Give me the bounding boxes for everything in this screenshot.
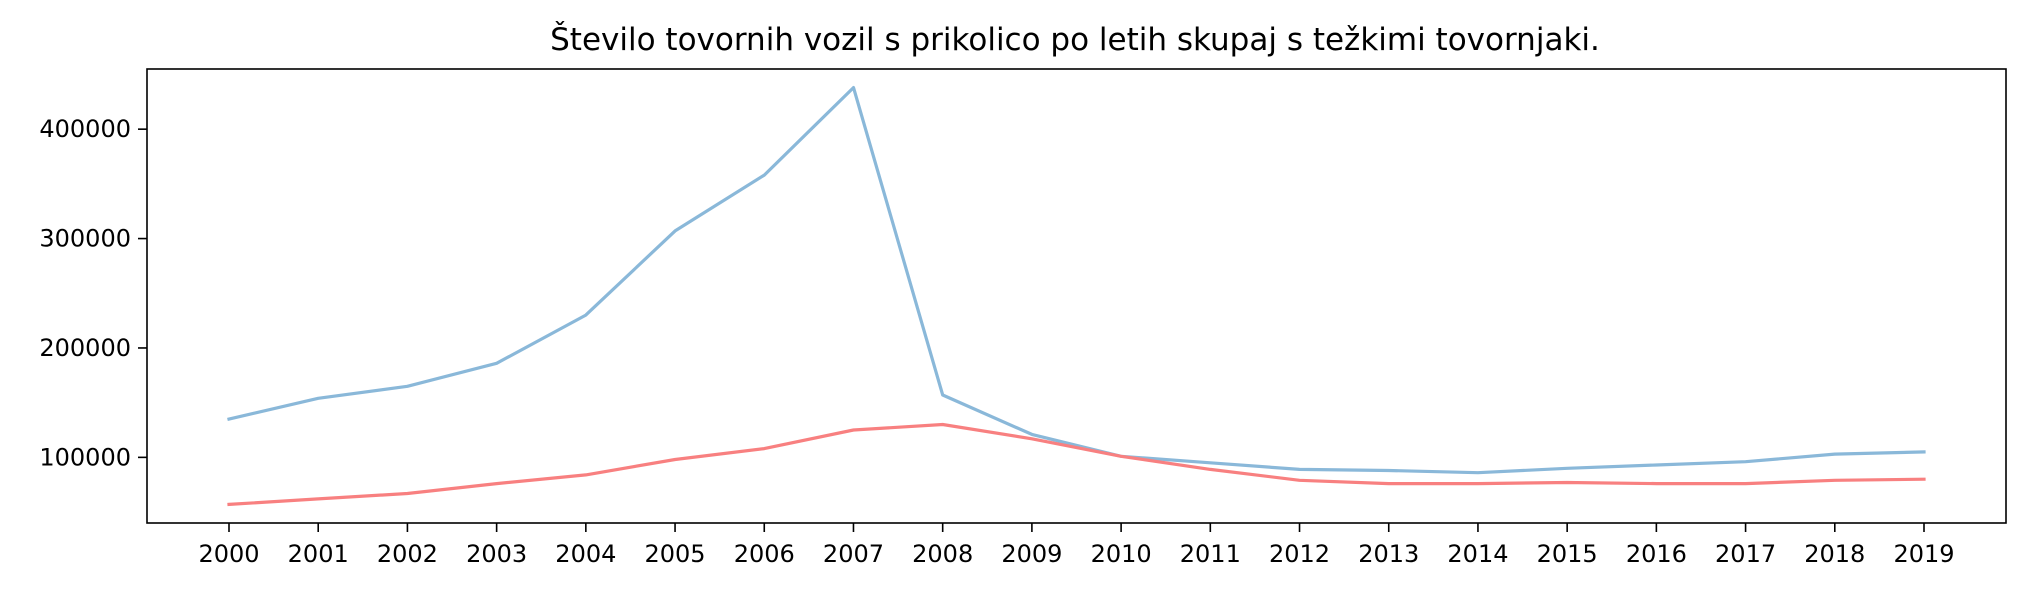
x-tick-label: 2014 (1447, 540, 1508, 568)
series-line-1 (227, 85, 1926, 475)
plot-frame (146, 68, 2007, 524)
x-tick-label: 2005 (645, 540, 706, 568)
x-tick-label: 2004 (555, 540, 616, 568)
x-tick-label: 2002 (377, 540, 438, 568)
series-layer (227, 85, 1926, 507)
y-tick-label: 100000 (39, 443, 131, 471)
y-tick-label: 400000 (39, 115, 131, 143)
x-tick-label: 2011 (1180, 540, 1241, 568)
x-tick-label: 2013 (1358, 540, 1419, 568)
x-tick-label: 2016 (1626, 540, 1687, 568)
x-tick-label: 2006 (734, 540, 795, 568)
x-tick-label: 2015 (1537, 540, 1598, 568)
x-tick-label: 2019 (1893, 540, 1954, 568)
axes-layer: 2000 2001 2002 2003 2004 2005 2006 2007 2008 2009… (39, 68, 2007, 568)
x-tick-label: 2000 (198, 540, 259, 568)
y-tick-label: 200000 (39, 334, 131, 362)
x-tick-label: 2010 (1091, 540, 1152, 568)
series-line-2 (227, 422, 1926, 507)
x-tick-label: 2009 (1001, 540, 1062, 568)
x-tick-label: 2003 (466, 540, 527, 568)
chart-title: Število tovornih vozil s prikolico po le… (550, 21, 1600, 58)
x-tick-label: 2017 (1715, 540, 1776, 568)
x-tick-label: 2008 (912, 540, 973, 568)
y-tick-label: 300000 (39, 225, 131, 253)
x-tick-label: 2012 (1269, 540, 1330, 568)
x-tick-label: 2001 (288, 540, 349, 568)
x-tick-label: 2018 (1804, 540, 1865, 568)
x-tick-label: 2007 (823, 540, 884, 568)
